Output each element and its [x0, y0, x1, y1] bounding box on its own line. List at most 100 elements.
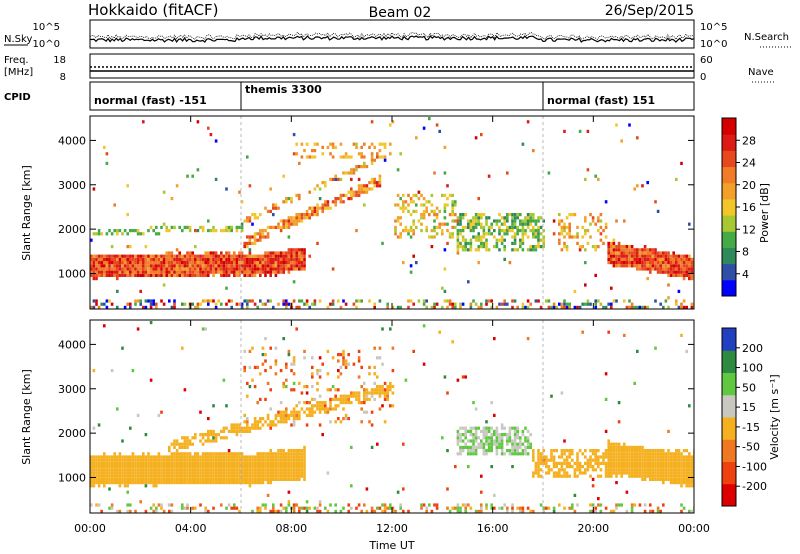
power-cell: [183, 254, 187, 258]
velocity-cell: [594, 449, 597, 453]
velocity-cell: [123, 465, 127, 469]
power-cell: [209, 267, 213, 271]
power-cell: [149, 273, 153, 277]
power-cell: [402, 203, 405, 207]
power-cell: [610, 286, 613, 290]
power-cell: [500, 238, 504, 242]
velocity-cell: [214, 439, 218, 443]
power-cell: [636, 251, 639, 255]
velocity-cell: [623, 445, 626, 449]
power-cell: [121, 273, 124, 277]
power-cell: [300, 299, 304, 303]
power-cell: [472, 216, 475, 220]
power-cell: [485, 245, 488, 249]
power-cell: [331, 155, 335, 159]
velocity-cell: [285, 362, 288, 366]
power-cell: [329, 152, 332, 156]
power-cell: [448, 235, 452, 239]
velocity-cell: [142, 452, 145, 456]
velocity-cell: [238, 461, 241, 465]
velocity-cell: [669, 455, 673, 459]
power-cell: [688, 277, 691, 281]
velocity-cell: [589, 455, 592, 459]
power-cell: [467, 280, 470, 284]
velocity-cell: [459, 445, 462, 449]
velocity-cell: [246, 461, 249, 465]
velocity-cell: [246, 426, 249, 430]
power-cell: [264, 273, 267, 277]
velocity-cell: [264, 397, 267, 401]
velocity-cell: [350, 401, 353, 405]
velocity-cell: [131, 458, 135, 462]
velocity-cell: [662, 471, 665, 475]
colorbar-swatch: [722, 263, 736, 281]
velocity-cell: [204, 468, 207, 472]
velocity-cell: [194, 474, 197, 478]
power-cell: [342, 200, 345, 204]
power-cell: [222, 273, 226, 277]
velocity-cell: [207, 436, 210, 440]
power-cell: [108, 261, 111, 265]
power-cell: [415, 203, 418, 207]
power-cell: [209, 133, 213, 137]
velocity-cell: [157, 455, 161, 459]
power-cell: [149, 267, 153, 271]
velocity-cell: [646, 471, 649, 475]
velocity-cell: [261, 353, 265, 357]
velocity-cell: [126, 471, 129, 475]
power-cell: [394, 225, 397, 229]
power-cell: [526, 248, 530, 252]
velocity-cell: [617, 420, 621, 424]
power-cell: [396, 168, 400, 172]
velocity-cell: [532, 458, 535, 462]
power-cell: [149, 299, 153, 303]
power-cell: [105, 254, 109, 258]
power-cell: [469, 302, 473, 306]
velocity-cell: [347, 417, 350, 421]
velocity-cell: [175, 452, 179, 456]
velocity-cell: [433, 503, 436, 507]
velocity-cell: [201, 442, 205, 446]
velocity-cell: [238, 452, 241, 456]
power-cell: [246, 273, 249, 277]
power-cell: [305, 142, 309, 146]
velocity-cell: [532, 509, 535, 513]
velocity-cell: [165, 477, 168, 481]
power-cell: [238, 254, 241, 258]
velocity-cell: [651, 452, 655, 456]
velocity-cell: [370, 509, 374, 513]
power-cell: [597, 177, 600, 181]
power-cell: [355, 168, 358, 172]
velocity-cell: [118, 509, 122, 513]
power-cell: [576, 225, 579, 229]
power-cell: [290, 254, 293, 258]
velocity-cell: [118, 481, 122, 485]
velocity-cell: [337, 404, 340, 408]
power-cell: [467, 248, 470, 252]
power-cell: [209, 229, 213, 233]
power-cell: [342, 193, 345, 197]
velocity-cell: [581, 465, 584, 469]
velocity-cell: [594, 458, 597, 462]
power-cell: [162, 283, 166, 287]
velocity-cell: [552, 474, 556, 478]
velocity-cell: [282, 461, 285, 465]
power-cell: [131, 254, 135, 258]
velocity-cell: [129, 481, 132, 485]
velocity-cell: [555, 461, 558, 465]
velocity-cell: [212, 433, 215, 437]
velocity-cell: [451, 506, 454, 510]
power-cell: [503, 216, 506, 220]
velocity-cell: [194, 458, 197, 462]
velocity-cell: [571, 449, 574, 453]
velocity-cell: [259, 506, 262, 510]
power-cell: [290, 264, 293, 268]
power-cell: [97, 273, 101, 277]
velocity-cell: [649, 449, 652, 453]
power-cell: [396, 219, 400, 223]
velocity-cell: [500, 436, 504, 440]
power-cell: [194, 305, 197, 309]
power-cell: [643, 245, 647, 249]
power-cell: [207, 267, 210, 271]
power-cell: [680, 305, 683, 309]
